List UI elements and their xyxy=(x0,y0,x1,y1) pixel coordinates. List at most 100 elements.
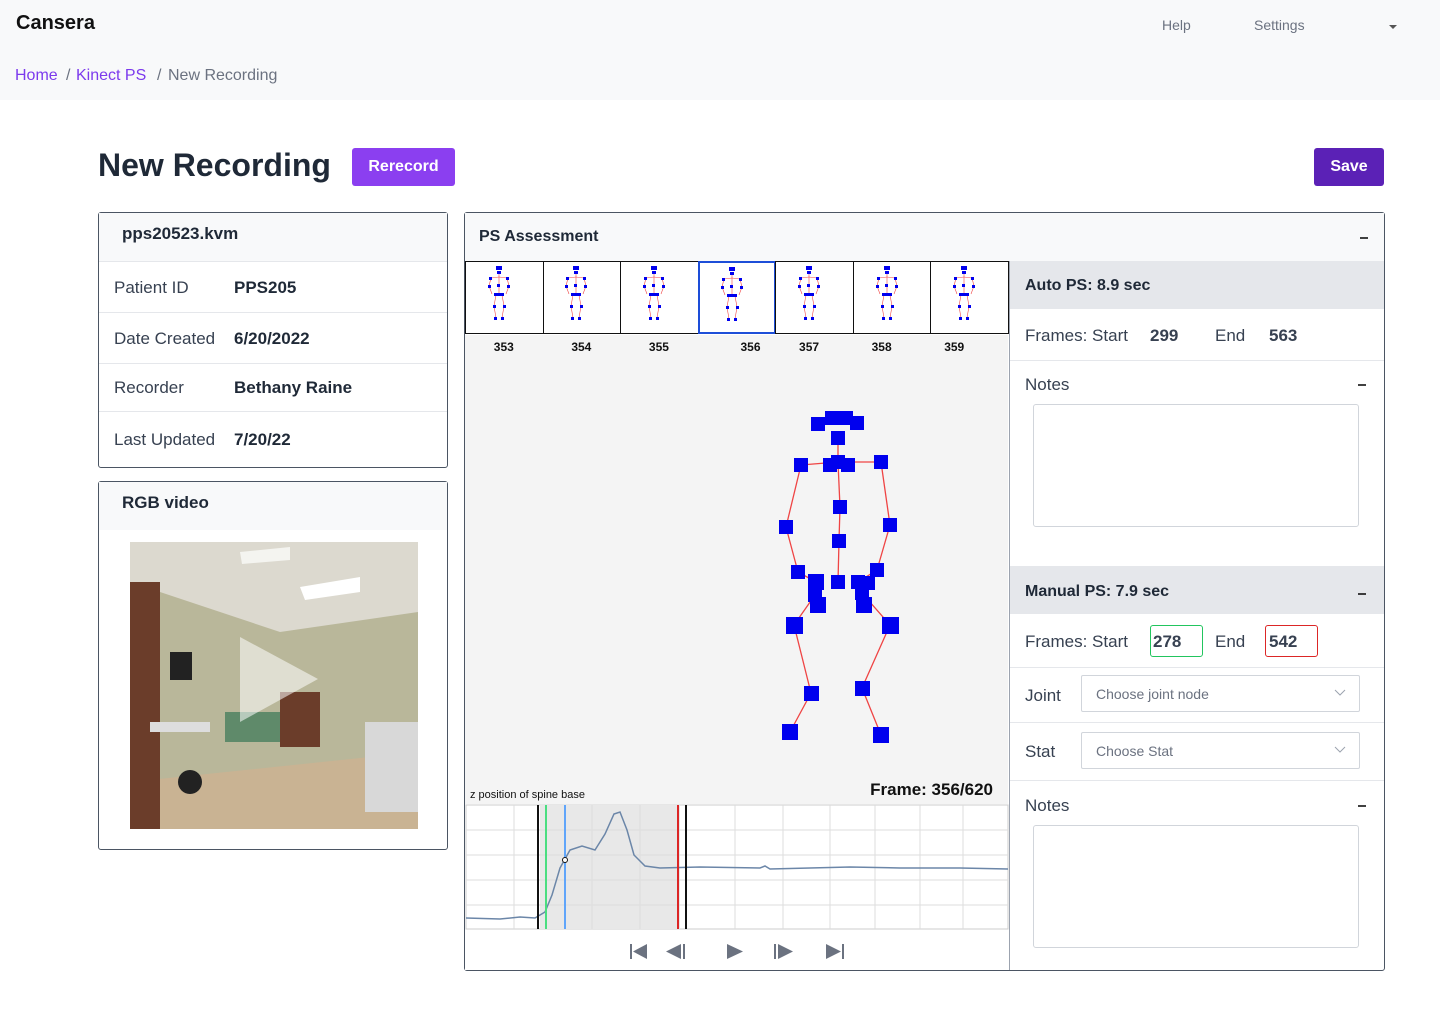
thumb-skeleton xyxy=(487,266,510,320)
rect-shape xyxy=(647,305,651,308)
rect-shape xyxy=(798,285,802,288)
rect-shape xyxy=(816,277,820,280)
rect-shape xyxy=(574,284,578,287)
frame-number: 353 xyxy=(493,340,514,354)
stat-select[interactable]: Choose Stat xyxy=(1081,732,1360,769)
rect-shape xyxy=(888,317,892,320)
frame-thumbnail[interactable] xyxy=(852,261,932,334)
frame-thumbnail[interactable] xyxy=(930,261,1009,334)
breadcrumb-link[interactable]: Kinect PS xyxy=(76,67,147,84)
thumb-skeleton xyxy=(642,266,665,320)
polyline-shape xyxy=(645,276,662,279)
assessment-title: PS Assessment xyxy=(465,213,1384,262)
rect-shape xyxy=(721,286,725,289)
rect-shape xyxy=(578,317,582,320)
rect-shape xyxy=(493,293,504,296)
rect-shape xyxy=(739,278,743,281)
rect-shape xyxy=(803,305,807,308)
rect-shape xyxy=(651,271,656,274)
polyline-shape xyxy=(878,276,895,279)
rect-shape xyxy=(730,285,734,288)
stat-label: Stat xyxy=(1025,742,1056,761)
manual-end-input[interactable]: 542 xyxy=(1265,625,1318,657)
rect-shape xyxy=(583,277,587,280)
rect-shape xyxy=(487,285,491,288)
nav-link[interactable]: Help xyxy=(1162,17,1191,33)
thumb-skeleton xyxy=(721,267,744,321)
info-label: Patient ID xyxy=(114,277,189,297)
rect-shape xyxy=(881,317,885,320)
rect-shape xyxy=(661,285,665,288)
rect-shape xyxy=(574,271,579,274)
frame-thumbnail[interactable] xyxy=(697,261,777,334)
rect-shape xyxy=(959,293,970,296)
auto-notes-input[interactable] xyxy=(1033,404,1359,527)
rect-shape xyxy=(580,305,584,308)
rect-shape xyxy=(958,305,962,308)
rect-shape xyxy=(971,277,975,280)
joint-select[interactable]: Choose joint node xyxy=(1081,675,1360,712)
info-value: 7/20/22 xyxy=(234,430,291,449)
rect-shape xyxy=(571,293,582,296)
manual-notes-input[interactable] xyxy=(1033,825,1359,948)
file-card-title: pps20523.kvm xyxy=(99,213,447,261)
rect-shape xyxy=(962,271,967,274)
chart-label: z position of spine base xyxy=(470,789,585,801)
video-light xyxy=(300,577,360,600)
rerecord-button[interactable]: Rerecord xyxy=(352,148,455,186)
rect-shape xyxy=(570,305,574,308)
rect-shape xyxy=(730,272,735,275)
rect-shape xyxy=(961,266,968,270)
polyline-shape xyxy=(956,276,973,279)
thumb-skeleton xyxy=(565,266,588,320)
manual-notes-label: Notes xyxy=(1025,796,1070,815)
breadcrumb-link[interactable]: Home xyxy=(15,67,58,84)
auto-start-label: Frames: Start xyxy=(1025,326,1128,345)
rect-shape xyxy=(496,284,500,287)
polyline-shape xyxy=(568,276,585,279)
auto-end: 563 xyxy=(1269,326,1298,345)
page-title: New Recording xyxy=(98,147,331,183)
frame-thumbnail[interactable] xyxy=(620,261,699,334)
save-button[interactable]: Save xyxy=(1314,148,1384,186)
g-shape xyxy=(953,266,976,320)
polyline-shape xyxy=(490,276,507,279)
frame-number: 354 xyxy=(571,340,592,354)
video-player[interactable] xyxy=(130,542,418,829)
frame-thumbnail[interactable] xyxy=(542,261,622,334)
info-value: 6/20/2022 xyxy=(234,328,310,348)
frame-number: 355 xyxy=(648,340,669,354)
frame-thumbnail[interactable] xyxy=(465,261,544,334)
rect-shape xyxy=(875,285,879,288)
rect-shape xyxy=(804,317,808,320)
rect-shape xyxy=(726,306,730,309)
duration-label: 7.9 sec xyxy=(593,920,629,932)
polyline-shape xyxy=(724,277,741,280)
info-value: PPS205 xyxy=(234,277,297,297)
nav-link[interactable]: Settings xyxy=(1254,17,1305,33)
manual-start-input[interactable]: 278 xyxy=(1150,625,1203,657)
rect-shape xyxy=(736,306,740,309)
rect-shape xyxy=(883,266,890,270)
g-shape xyxy=(798,266,821,320)
rect-shape xyxy=(799,277,803,280)
info-label: Date Created xyxy=(114,328,216,348)
info-label: Last Updated xyxy=(114,430,216,449)
info-row: Date Created 6/20/2022 xyxy=(99,312,447,363)
rect-shape xyxy=(493,317,497,320)
rect-shape xyxy=(650,266,657,270)
dropdown-caret[interactable] xyxy=(1388,24,1398,30)
rect-shape xyxy=(506,285,510,288)
rect-shape xyxy=(565,285,569,288)
frame-thumbnail[interactable] xyxy=(775,261,854,334)
rect-shape xyxy=(968,305,972,308)
frame-counter: Frame: 356/620 xyxy=(870,780,993,799)
joint-label: Joint xyxy=(1025,686,1061,705)
thumb-skeleton xyxy=(798,266,821,320)
rect-shape xyxy=(722,278,726,281)
auto-end-label: End xyxy=(1215,326,1246,345)
manual-start-label: Frames: Start xyxy=(1025,632,1128,651)
brand[interactable]: Cansera xyxy=(16,12,95,34)
video-bed xyxy=(365,722,418,812)
